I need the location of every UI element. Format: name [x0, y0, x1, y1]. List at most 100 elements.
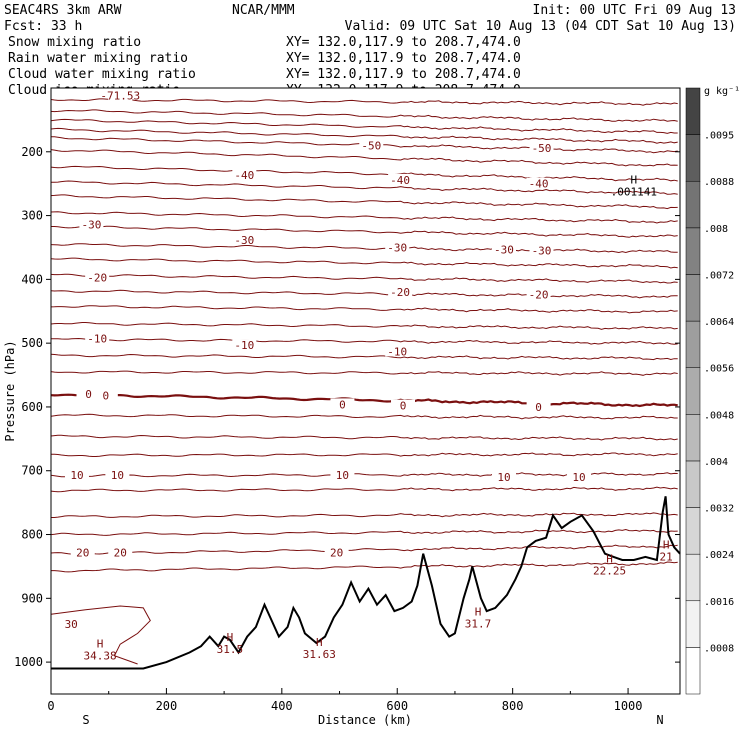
colorbar-tick-label: .0064	[704, 317, 734, 328]
colorbar-tick-label: .0072	[704, 270, 734, 281]
contour-label-bg	[330, 469, 355, 481]
plot-frame	[50, 87, 681, 695]
colorbar-swatch	[685, 367, 701, 415]
org-title: NCAR/MMM	[232, 3, 295, 18]
colorbar-swatch	[685, 227, 701, 275]
isotherm-contour	[50, 370, 678, 376]
isotherm-contour	[50, 109, 678, 122]
contour-label-bg	[76, 388, 101, 400]
colorbar-tick-label: .008	[704, 224, 728, 235]
colorbar-swatch	[685, 87, 701, 135]
extremum-marker: H	[227, 631, 234, 644]
isotherm-contour	[50, 353, 678, 361]
y-tick-label: 500	[21, 336, 43, 350]
colorbar-swatch	[685, 320, 701, 368]
contour-label-bg	[232, 168, 257, 180]
colorbar-swatch	[685, 134, 701, 182]
extremum-value: 31.5	[217, 643, 244, 656]
contour-label-bg	[391, 399, 416, 411]
contour-label-bg	[359, 139, 384, 151]
colorbar-tick-label: .004	[704, 457, 728, 468]
contour-label: -20	[529, 289, 549, 302]
contour-label: -30	[81, 219, 101, 232]
contour-label: 0	[400, 400, 407, 413]
field-name: Snow mixing ratio	[8, 35, 141, 50]
extremum-value: .001141	[611, 186, 657, 199]
contour-label-bg	[388, 173, 413, 185]
field-name: Cloud water mixing ratio	[8, 67, 196, 82]
valid-time: Valid: 09 UTC Sat 10 Aug 13 (04 CDT Sat …	[345, 19, 736, 34]
extremum-value: 22.25	[593, 565, 626, 578]
isotherm-contour	[50, 305, 678, 314]
y-tick-label: 1000	[14, 655, 43, 669]
contour-label-bg	[59, 617, 84, 629]
isotherm-contour	[50, 127, 678, 144]
contour-label: -50	[361, 139, 381, 152]
isotherm-contour	[50, 605, 151, 665]
extremum-value: 21	[660, 550, 673, 563]
colorbar-tick-label: .0024	[704, 550, 734, 561]
isotherm-contour	[50, 289, 678, 299]
isotherm-contour	[51, 512, 678, 518]
contour-label-bg	[232, 233, 257, 245]
contour-label-bg	[330, 398, 355, 410]
colorbar-swatch	[685, 647, 701, 695]
contour-label: 10	[111, 469, 124, 482]
contour-label: -30	[494, 243, 514, 256]
extremum-value: 34.38	[83, 649, 116, 662]
contour-label: -10	[234, 339, 254, 352]
contour-label: -30	[387, 241, 407, 254]
isotherm-contour	[51, 180, 678, 195]
isotherm-contour	[50, 434, 678, 441]
contour-label-bg	[105, 469, 130, 481]
contour-label-bg	[70, 546, 95, 558]
contour-label-bg	[108, 546, 133, 558]
isotherm-contour	[50, 413, 678, 420]
isotherm-contour	[50, 149, 678, 167]
y-tick-label: 700	[21, 464, 43, 478]
contour-label: -40	[529, 178, 549, 191]
colorbar: .0008 .0016 .0024 .0032 .004 .0048 .0056 .0064.…	[685, 87, 734, 695]
contour-label: 30	[65, 618, 78, 631]
contour-label: 0	[85, 388, 92, 401]
contour-label: -10	[87, 333, 107, 346]
y-axis-label: Pressure (hPa)	[3, 340, 17, 441]
colorbar-tick-label: .0008	[704, 643, 734, 654]
extremum-marker: H	[631, 174, 638, 187]
isotherm-contour	[50, 486, 678, 493]
isotherm-contour	[50, 544, 678, 555]
contour-label: -40	[234, 169, 254, 182]
isotherm-contour	[50, 257, 678, 269]
contour-label: 10	[336, 469, 349, 482]
contour-label: 10	[70, 469, 83, 482]
contour-label-bg	[324, 546, 349, 558]
colorbar-swatch	[685, 600, 701, 648]
colorbar-tick-label: .0095	[704, 131, 734, 142]
isotherm-contour	[50, 243, 678, 254]
south-end-label: S	[82, 713, 89, 727]
colorbar-swatch	[685, 507, 701, 555]
contour-label: 0	[103, 389, 110, 402]
isotherm-contour	[51, 561, 678, 573]
isotherm-contour	[50, 528, 678, 536]
terrain-profile	[51, 496, 681, 670]
x-tick-label: 200	[156, 699, 178, 713]
extremum-marker: H	[316, 636, 323, 649]
x-axis: 0 200 400 600 800 1000	[47, 688, 643, 713]
field-xy: XY= 132.0,117.9 to 208.7,474.0	[286, 51, 521, 66]
contour-label: 20	[76, 546, 89, 559]
colorbar-tick-label: .0016	[704, 597, 734, 608]
field-xy: XY= 132.0,117.9 to 208.7,474.0	[286, 67, 521, 82]
contour-label-bg	[108, 89, 133, 101]
contour-label: 0	[339, 398, 346, 411]
colorbar-swatch	[685, 460, 701, 508]
contour-label-bg	[529, 244, 554, 256]
contour-label: -30	[532, 245, 552, 258]
extremum-marker: H	[663, 538, 670, 551]
colorbar-swatch	[685, 274, 701, 322]
x-tick-label: 1000	[614, 699, 643, 713]
contour-label-bg	[491, 243, 516, 255]
field-xy: XY= 132.0,117.9 to 208.7,474.0	[286, 35, 521, 50]
contour-label-bg	[529, 141, 554, 153]
